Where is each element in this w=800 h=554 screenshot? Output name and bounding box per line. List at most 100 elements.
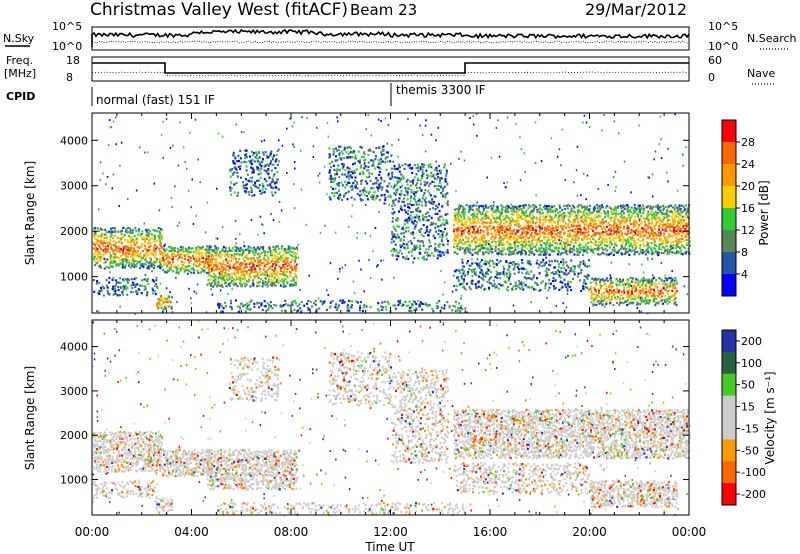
- heatmap-cell: [587, 274, 590, 277]
- heatmap-cell: [122, 293, 125, 296]
- heatmap-cell: [655, 216, 658, 219]
- heatmap-cell: [232, 160, 235, 163]
- heatmap-cell: [228, 265, 231, 268]
- heatmap-cell: [422, 194, 425, 197]
- heatmap-cell: [432, 254, 435, 257]
- heatmap-cell: [172, 266, 175, 269]
- heatmap-cell: [542, 233, 545, 236]
- heatmap-cell: [233, 166, 236, 169]
- heatmap-cell: [170, 246, 172, 249]
- heatmap-cell: [603, 295, 606, 298]
- heatmap-cell: [604, 295, 607, 298]
- heatmap-cell: [566, 240, 569, 243]
- heatmap-cell: [288, 246, 291, 249]
- heatmap-cell: [160, 306, 163, 310]
- heatmap-cell: [479, 231, 482, 235]
- heatmap-cell: [338, 156, 341, 160]
- heatmap-cell: [206, 260, 209, 263]
- heatmap-cell: [390, 241, 393, 244]
- heatmap-cell: [508, 275, 511, 278]
- heatmap-cell: [495, 243, 498, 246]
- heatmap-cell: [557, 269, 560, 272]
- heatmap-cell: [522, 267, 525, 270]
- heatmap-cell: [661, 242, 664, 245]
- heatmap-cell: [621, 217, 624, 220]
- heatmap-cell: [211, 281, 213, 285]
- heatmap-cell: [469, 204, 472, 208]
- heatmap-cell: [349, 151, 352, 154]
- heatmap-cell: [166, 257, 169, 260]
- freq-trace: [92, 62, 689, 74]
- heatmap-cell: [445, 174, 447, 177]
- heatmap-cell: [508, 242, 511, 245]
- heatmap-cell: [521, 285, 524, 288]
- heatmap-cell: [253, 271, 256, 274]
- heatmap-cell: [678, 219, 680, 222]
- heatmap-cell: [247, 179, 250, 182]
- heatmap-cell: [366, 169, 369, 172]
- heatmap-cell: [174, 247, 177, 250]
- heatmap-cell: [658, 247, 661, 250]
- heatmap-cell: [186, 248, 189, 251]
- heatmap-cell: [112, 276, 115, 280]
- heatmap-cell: [254, 268, 257, 271]
- heatmap-cell: [539, 240, 541, 243]
- heatmap-cell: [640, 296, 643, 299]
- heatmap-cell: [154, 293, 157, 296]
- heatmap-cell: [641, 297, 644, 301]
- heatmap-cell: [649, 233, 652, 236]
- heatmap-cell: [99, 227, 102, 230]
- heatmap-cell: [525, 204, 527, 207]
- heatmap-cell: [416, 221, 419, 224]
- heatmap-cell: [606, 296, 609, 300]
- heatmap-cell: [659, 247, 662, 250]
- heatmap-cell: [589, 204, 591, 207]
- heatmap-cell: [478, 205, 481, 208]
- heatmap-cell: [409, 202, 411, 206]
- heatmap-cell: [116, 236, 119, 239]
- heatmap-cell: [673, 282, 676, 285]
- heatmap-cell: [252, 257, 255, 260]
- heatmap-cell: [328, 177, 331, 180]
- heatmap-cell: [337, 184, 340, 187]
- heatmap-cell: [142, 256, 144, 260]
- heatmap-cell: [464, 226, 467, 229]
- heatmap-cell: [604, 228, 607, 231]
- heatmap-cell: [427, 219, 430, 222]
- heatmap-cell: [354, 179, 356, 182]
- heatmap-cell: [663, 280, 666, 283]
- heatmap-cell: [551, 260, 553, 263]
- heatmap-cell: [569, 235, 572, 238]
- heatmap-cell: [246, 280, 248, 283]
- heatmap-cell: [593, 286, 596, 290]
- heatmap-cell: [653, 289, 655, 292]
- heatmap-cell: [259, 163, 262, 166]
- heatmap-cell: [560, 239, 563, 242]
- heatmap-cell: [611, 210, 614, 213]
- heatmap-cell: [399, 207, 402, 210]
- heatmap-cell: [269, 267, 272, 270]
- heatmap-cell: [133, 260, 136, 263]
- heatmap-cell: [606, 277, 609, 280]
- heatmap-cell: [629, 276, 632, 279]
- heatmap-cell: [256, 157, 259, 160]
- heatmap-cell: [269, 154, 272, 157]
- heatmap-cell: [236, 270, 239, 273]
- heatmap-cell: [549, 264, 552, 267]
- heatmap-cell: [222, 274, 225, 277]
- heatmap-cell: [405, 211, 408, 214]
- heatmap-cell: [473, 215, 476, 218]
- heatmap-cell: [577, 224, 579, 227]
- heatmap-cell: [612, 212, 614, 215]
- heatmap-cell: [661, 245, 664, 248]
- heatmap-cell: [277, 281, 280, 284]
- heatmap-cell: [640, 222, 643, 225]
- heatmap-cell: [383, 194, 386, 197]
- heatmap-cell: [590, 228, 593, 231]
- heatmap-cell: [647, 205, 650, 208]
- heatmap-cell: [598, 302, 601, 305]
- heatmap-cell: [653, 215, 656, 218]
- heatmap-cell: [613, 218, 616, 221]
- heatmap-cell: [407, 209, 410, 212]
- heatmap-cell: [420, 233, 423, 236]
